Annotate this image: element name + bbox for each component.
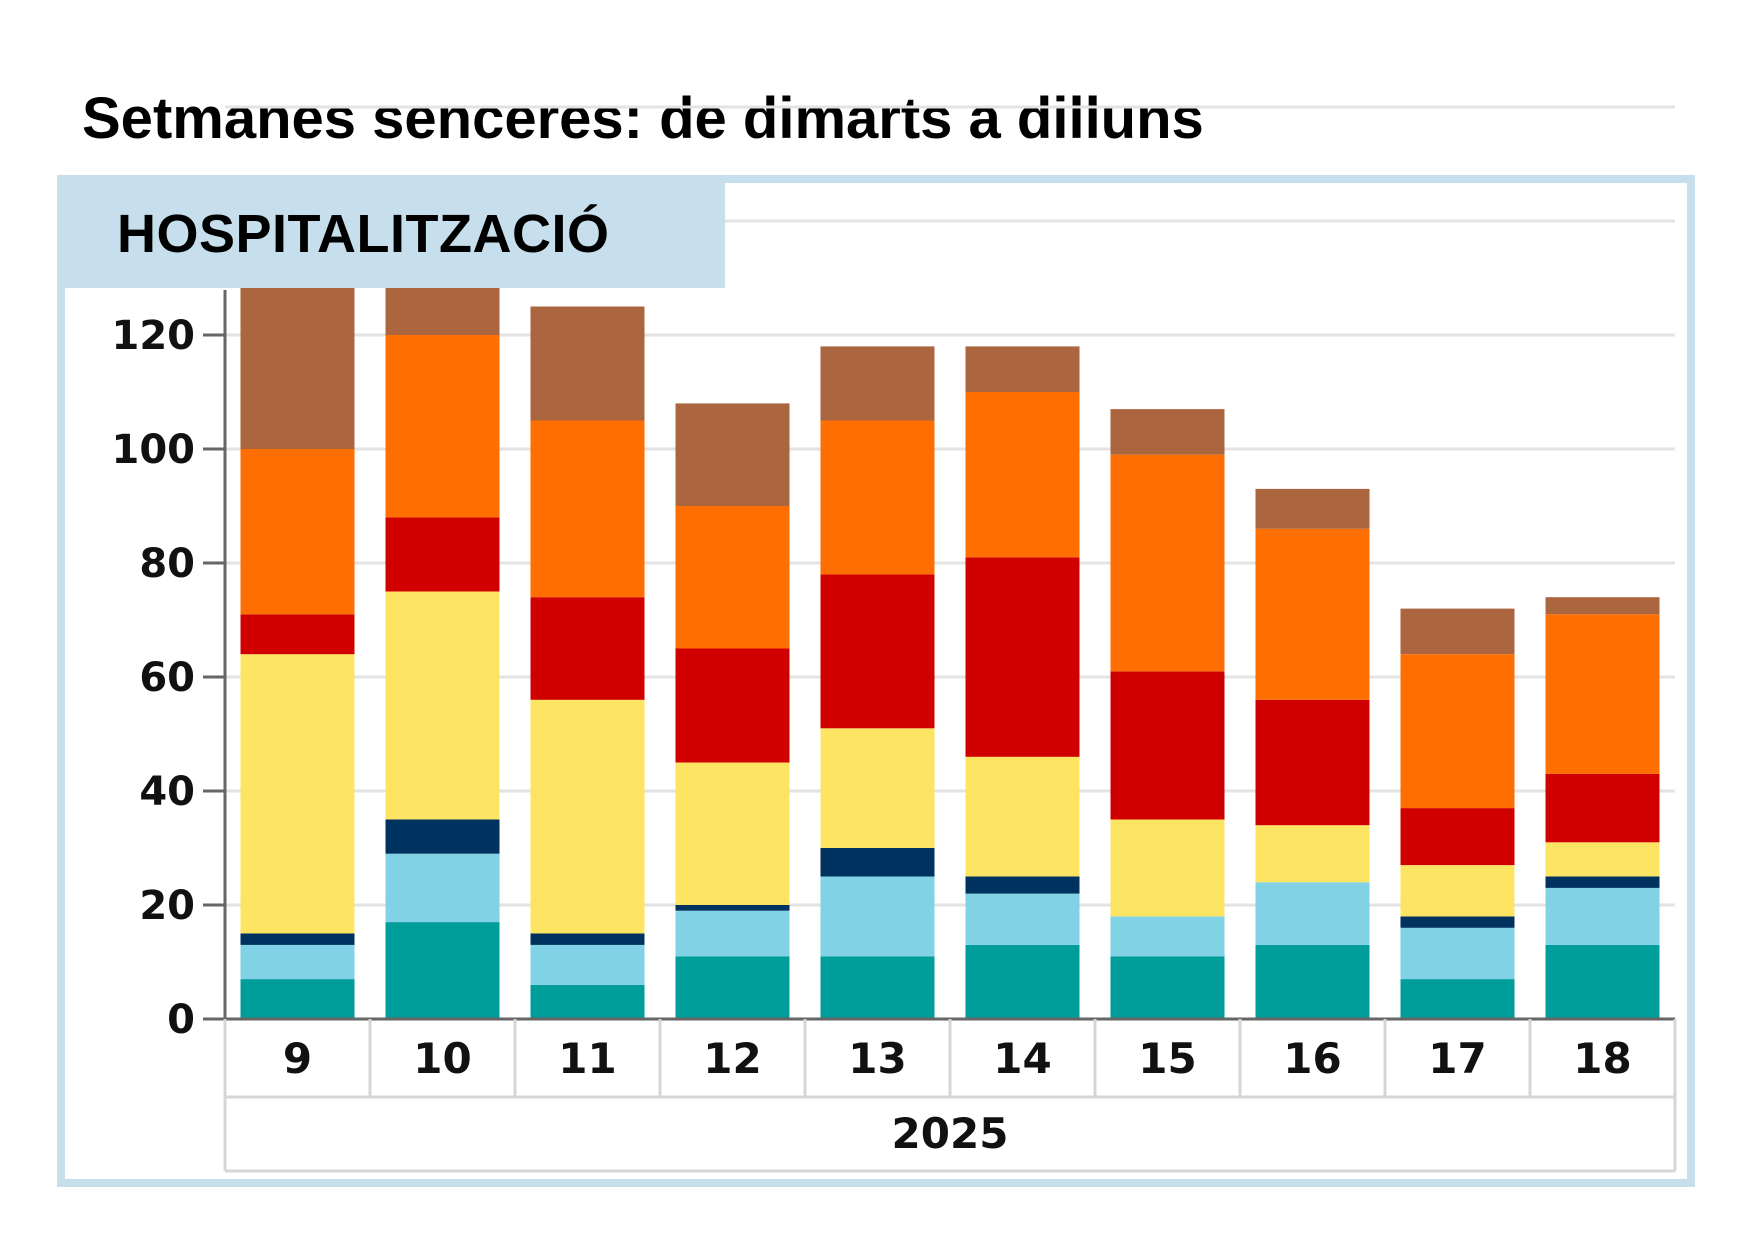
bar-segment-17-s4 [1400,865,1515,917]
bar-segment-12-s1 [675,956,790,1019]
bar-segment-10-s3 [385,819,500,854]
bar-segment-15-s1 [1110,956,1225,1019]
bar-segment-13-s2 [820,876,935,957]
y-tick-label: 40 [139,769,195,815]
y-tick-label: 0 [167,997,195,1043]
bar-segment-11-s7 [530,306,645,421]
bar-segment-9-s1 [240,979,355,1019]
bar-segment-18-s3 [1545,876,1660,888]
bar-segment-17-s5 [1400,808,1515,866]
bar-segment-12-s5 [675,648,790,763]
bar-segment-9-s2 [240,944,355,980]
bar-segment-16-s1 [1255,944,1370,1019]
bar-segment-18-s7 [1545,597,1660,615]
bar-segment-18-s5 [1545,773,1660,843]
x-tick-label: 12 [703,1034,761,1083]
bar-segment-17-s2 [1400,927,1515,980]
bar-segment-18-s2 [1545,887,1660,945]
bar-segment-12-s3 [675,905,790,911]
bar-segment-13-s5 [820,574,935,729]
bar-segment-10-s5 [385,517,500,592]
bar-segment-14-s7 [965,346,1080,392]
x-tick-label: 14 [993,1034,1051,1083]
bar-segment-16-s4 [1255,825,1370,883]
bar-segment-12-s6 [675,506,790,649]
bar-segment-16-s6 [1255,528,1370,700]
bar-segment-14-s5 [965,557,1080,757]
bar-segment-17-s7 [1400,608,1515,655]
bar-segment-13-s1 [820,956,935,1019]
bar-segment-15-s5 [1110,671,1225,820]
bar-segment-15-s7 [1110,409,1225,455]
bar-segment-18-s6 [1545,614,1660,774]
bar-segment-17-s3 [1400,916,1515,928]
bar-segment-13-s6 [820,420,935,575]
bar-segment-16-s5 [1255,699,1370,826]
panel-title-box: HOSPITALITZACIÓ [57,175,725,288]
bar-segment-16-s7 [1255,488,1370,529]
x-tick-label: 9 [283,1034,312,1083]
bar-segment-10-s4 [385,591,500,820]
bar-segment-14-s1 [965,944,1080,1019]
bar-segment-17-s1 [1400,979,1515,1019]
y-tick-label: 60 [139,655,195,701]
bar-segment-11-s3 [530,933,645,945]
bar-segment-13-s7 [820,346,935,421]
bar-segment-14-s4 [965,756,1080,877]
bar-segment-15-s2 [1110,916,1225,957]
bar-segment-12-s2 [675,910,790,957]
bar-segment-14-s2 [965,893,1080,945]
bar-segment-13-s3 [820,848,935,877]
x-tick-label: 16 [1283,1034,1341,1083]
bar-segment-14-s3 [965,876,1080,894]
bar-segment-10-s2 [385,853,500,923]
bar-segment-18-s1 [1545,944,1660,1019]
axis-layer [203,219,1677,1173]
y-tick-label: 80 [139,541,195,587]
bar-segment-11-s1 [530,984,645,1019]
bar-segment-9-s4 [240,654,355,934]
bar-segment-9-s6 [240,449,355,615]
y-tick-label: 100 [112,427,196,473]
bar-segment-12-s4 [675,762,790,905]
bar-segment-9-s7 [240,272,355,449]
x-tick-label: 18 [1573,1034,1631,1083]
bar-segment-13-s4 [820,728,935,848]
bar-segment-10-s6 [385,335,500,518]
bar-segment-11-s5 [530,597,645,700]
bar-segment-14-s6 [965,392,1080,558]
bars-layer [240,198,1660,1019]
bar-segment-11-s2 [530,944,645,985]
bar-segment-16-s2 [1255,882,1370,945]
x-tick-label: 17 [1428,1034,1486,1083]
bar-segment-10-s1 [385,922,500,1019]
bar-segment-9-s3 [240,933,355,945]
bar-segment-18-s4 [1545,842,1660,877]
page-heading: Setmanes senceres: de dimarts a dilluns [82,86,1204,151]
bar-segment-9-s5 [240,614,355,655]
x-tick-label: 11 [558,1034,616,1083]
x-tick-label: 13 [848,1034,906,1083]
panel-title: HOSPITALITZACIÓ [117,204,610,264]
bar-segment-15-s4 [1110,819,1225,917]
group-label: 2025 [892,1109,1009,1158]
bar-segment-11-s4 [530,699,645,934]
bar-segment-11-s6 [530,420,645,598]
bar-segment-15-s6 [1110,454,1225,672]
y-tick-label: 120 [112,313,196,359]
bar-segment-17-s6 [1400,654,1515,809]
y-tick-label: 20 [139,883,195,929]
bar-segment-12-s7 [675,403,790,506]
x-tick-label: 10 [413,1034,471,1083]
x-tick-label: 15 [1138,1034,1196,1083]
